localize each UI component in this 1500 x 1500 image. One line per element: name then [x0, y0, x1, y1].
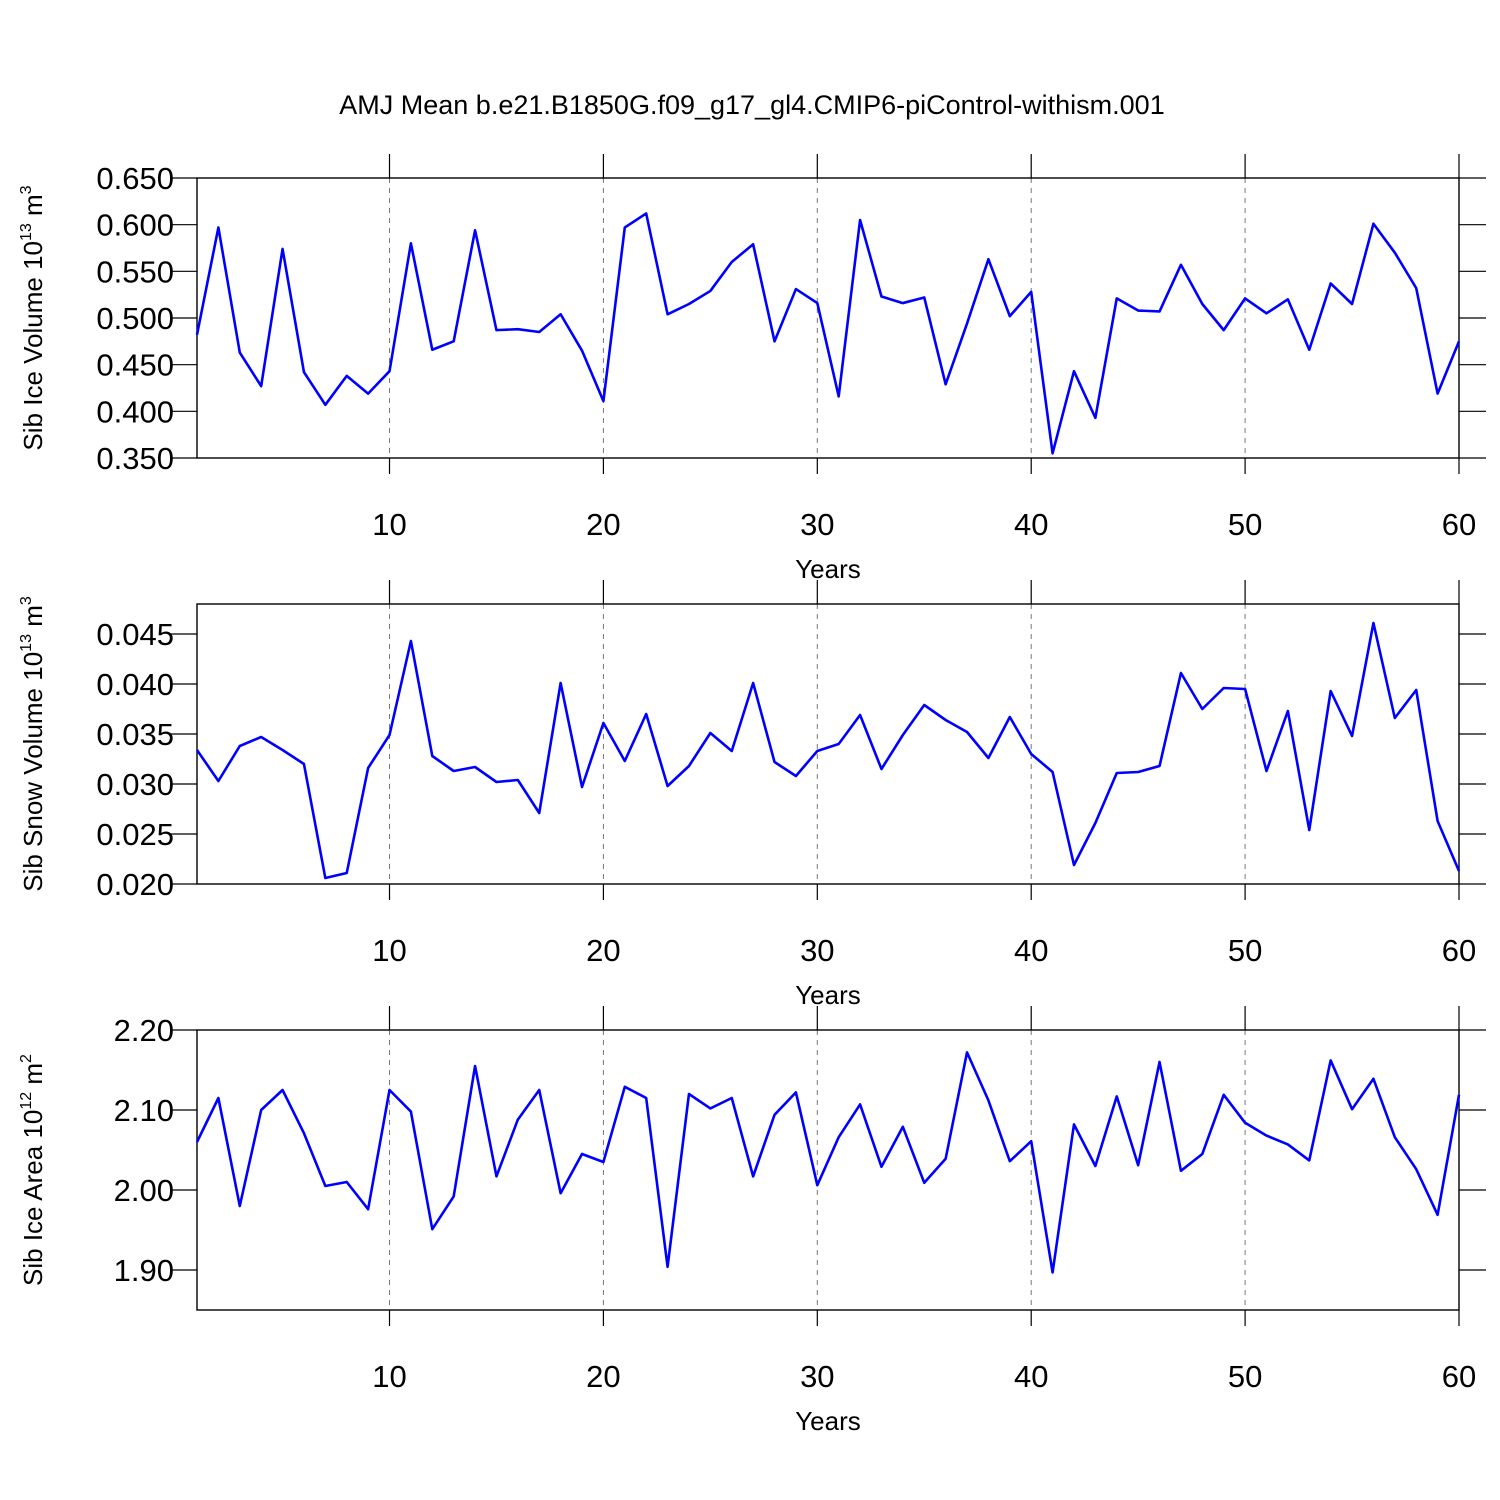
x-tick-label: 50: [1228, 933, 1262, 968]
x-tick-label: 20: [586, 933, 620, 968]
y-axis-label-part: m: [18, 194, 48, 223]
y-tick-label: 1.90: [114, 1253, 174, 1288]
x-tick-label: 40: [1014, 1359, 1048, 1394]
data-line: [195, 212, 1461, 455]
y-tick-label: 0.025: [96, 817, 174, 852]
y-tick-label: 2.00: [114, 1173, 174, 1208]
x-tick-label: 60: [1442, 507, 1476, 542]
data-line: [195, 621, 1461, 880]
x-tick-label: 10: [372, 1359, 406, 1394]
y-tick-label: 0.045: [96, 617, 174, 652]
x-tick-label: 50: [1228, 1359, 1262, 1394]
x-tick-label: 10: [372, 933, 406, 968]
y-tick-label: 0.020: [96, 867, 174, 902]
y-tick-label: 0.550: [96, 254, 174, 289]
y-axis-label-exponent: 13: [18, 223, 35, 241]
x-axis-label: Years: [795, 1406, 861, 1436]
y-axis-label: Sib Snow Volume 1013 m3: [18, 596, 48, 892]
x-tick-label: 30: [800, 933, 834, 968]
y-axis-label-part: Sib Snow Volume 10: [18, 652, 48, 892]
y-tick-label: 2.20: [114, 1013, 174, 1048]
y-tick-label: 0.350: [96, 441, 174, 476]
y-tick-label: 2.10: [114, 1093, 174, 1128]
x-tick-label: 10: [372, 507, 406, 542]
y-axis-label-exponent: 12: [18, 1092, 35, 1110]
y-tick-label: 0.035: [96, 717, 174, 752]
x-tick-label: 20: [586, 1359, 620, 1394]
y-axis-label-part: Sib Ice Area 10: [18, 1110, 48, 1286]
y-axis-label-exponent: 3: [18, 596, 35, 605]
x-tick-label: 20: [586, 507, 620, 542]
y-tick-label: 0.040: [96, 667, 174, 702]
y-axis-label-part: m: [18, 1063, 48, 1092]
x-tick-label: 60: [1442, 933, 1476, 968]
y-axis-label-exponent: 13: [18, 634, 35, 652]
y-axis-label: Sib Ice Volume 1013 m3: [18, 185, 48, 450]
x-tick-label: 40: [1014, 933, 1048, 968]
plot-frame: [196, 1029, 1460, 1311]
x-axis-label: Years: [795, 554, 861, 584]
y-axis-label: Sib Ice Area 1012 m2: [18, 1054, 48, 1286]
plot-frame: [196, 603, 1460, 885]
y-axis-label-part: Sib Ice Volume 10: [18, 241, 48, 451]
x-tick-label: 60: [1442, 1359, 1476, 1394]
y-axis-label-part: m: [18, 605, 48, 634]
y-tick-label: 0.030: [96, 767, 174, 802]
x-tick-label: 30: [800, 1359, 834, 1394]
x-axis-label: Years: [795, 980, 861, 1010]
data-line: [195, 1051, 1461, 1274]
plot-frame: [196, 177, 1460, 459]
x-tick-label: 30: [800, 507, 834, 542]
y-tick-label: 0.400: [96, 394, 174, 429]
y-tick-label: 0.450: [96, 348, 174, 383]
figure-title: AMJ Mean b.e21.B1850G.f09_g17_gl4.CMIP6-…: [339, 90, 1164, 120]
y-tick-label: 0.650: [96, 161, 174, 196]
x-tick-label: 40: [1014, 507, 1048, 542]
y-tick-label: 0.500: [96, 301, 174, 336]
y-axis-label-exponent: 3: [18, 185, 35, 194]
y-axis-label-exponent: 2: [18, 1054, 35, 1063]
x-tick-label: 50: [1228, 507, 1262, 542]
y-tick-label: 0.600: [96, 208, 174, 243]
